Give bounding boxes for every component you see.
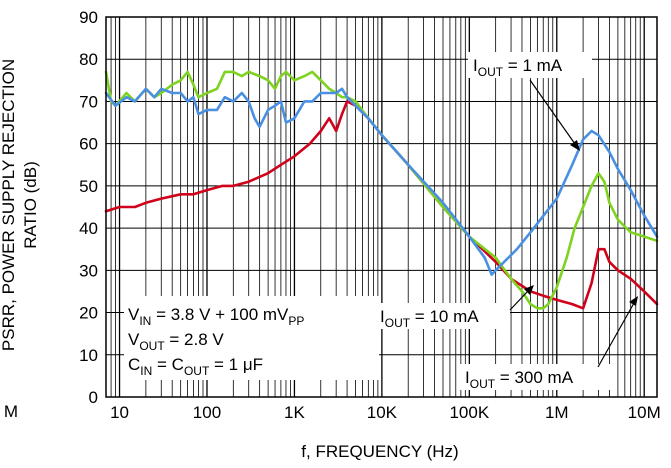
x-tick-label: 1M [545,403,569,422]
annotation-10ma: IOUT = 10 mA [380,307,479,330]
x-tick-label: 1K [284,403,305,422]
condition-cin-cout: CIN = COUT = 1 μF [128,355,263,378]
y-tick-label: 0 [89,388,98,407]
x-axis-stray-label: M [4,402,18,421]
annotation-300ma-leader [597,302,635,368]
x-tick-label: 100K [449,403,489,422]
y-axis-label-line-2: RATIO (dB) [21,161,40,249]
y-tick-label: 90 [79,8,98,27]
annotation-1ma-leader [529,79,576,145]
x-tick-label: 10M [628,403,661,422]
conditions-box [124,296,379,380]
tick-labels: 10 100 1K 10K 100K 1M 10M 0 10 20 30 40 50 60 70 80 90 [79,8,661,422]
condition-vout: VOUT = 2.8 V [128,330,224,353]
series-layer [104,70,659,310]
annotation-10ma-arrowhead [524,285,534,295]
series-line-1ma [104,87,659,276]
annotation-300ma: IOUT = 300 mA [465,368,574,391]
y-tick-label: 10 [79,346,98,365]
y-tick-label: 50 [79,177,98,196]
annotation-10ma-leader [509,290,529,311]
annotation-1ma: IOUT = 1 mA [473,56,563,79]
y-axis-label-line-1: PSRR, POWER SUPPLY REJECTION [0,59,18,351]
annotation-1ma-arrowhead [570,140,580,151]
x-axis-label: f, FREQUENCY (Hz) [301,442,458,461]
y-tick-label: 70 [79,92,98,111]
y-tick-label: 40 [79,219,98,238]
y-tick-label: 80 [79,50,98,69]
annotation-10ma-box [375,303,510,329]
x-tick-label: 10 [110,403,129,422]
annotation-300ma-box [460,364,610,390]
y-tick-label: 60 [79,135,98,154]
y-tick-label: 30 [79,261,98,280]
plot-frame [105,16,658,398]
condition-vin: VIN = 3.8 V + 100 mVPP [128,305,304,328]
series-line-10ma [104,70,659,310]
annotation-1ma-box [468,52,592,78]
y-tick-label: 20 [79,304,98,323]
annotation-300ma-arrowhead [629,296,638,306]
x-tick-label: 10K [367,403,398,422]
x-tick-label: 100 [193,403,221,422]
